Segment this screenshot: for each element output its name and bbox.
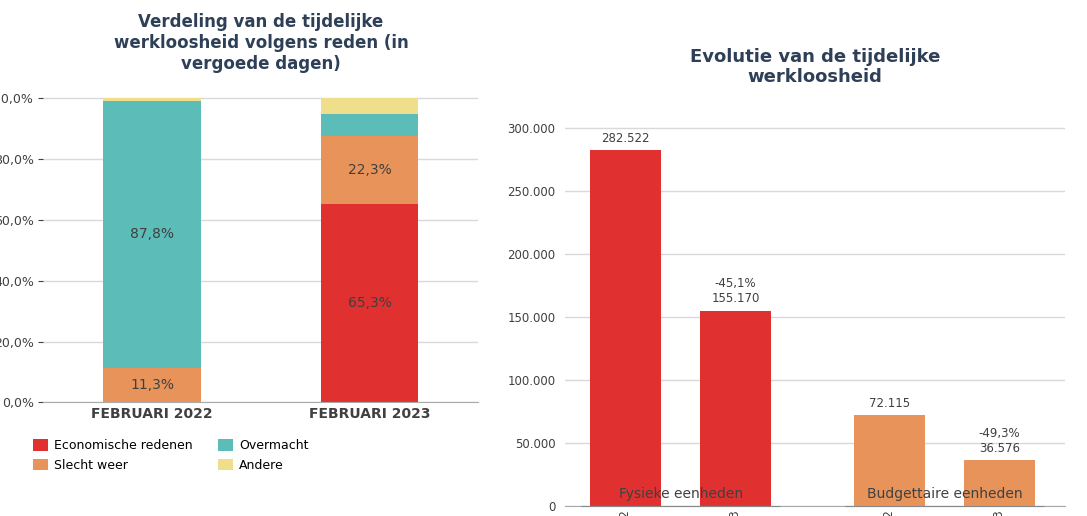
Bar xyxy=(321,114,418,136)
Title: Evolutie van de tijdelijke
werkloosheid: Evolutie van de tijdelijke werkloosheid xyxy=(690,47,940,86)
Text: 22,3%: 22,3% xyxy=(348,163,391,176)
Bar xyxy=(103,101,201,368)
Title: Verdeling van de tijdelijke
werkloosheid volgens reden (in
vergoede dagen): Verdeling van de tijdelijke werkloosheid… xyxy=(113,13,409,73)
Text: -45,1%
155.170: -45,1% 155.170 xyxy=(711,278,760,305)
Bar xyxy=(853,415,925,506)
Bar xyxy=(590,150,661,506)
Bar xyxy=(963,460,1035,506)
Text: Fysieke eenheden: Fysieke eenheden xyxy=(619,487,742,501)
Text: Budgettaire eenheden: Budgettaire eenheden xyxy=(866,487,1022,501)
Text: 11,3%: 11,3% xyxy=(130,378,174,392)
Text: 72.115: 72.115 xyxy=(869,397,910,410)
Bar xyxy=(321,203,418,402)
Text: 65,3%: 65,3% xyxy=(348,296,391,310)
Bar xyxy=(321,136,418,203)
Legend: Economische redenen, Slecht weer, Overmacht, Andere: Economische redenen, Slecht weer, Overma… xyxy=(28,434,314,477)
Bar xyxy=(103,368,201,402)
Text: 87,8%: 87,8% xyxy=(130,227,174,241)
Text: -49,3%
36.576: -49,3% 36.576 xyxy=(978,427,1020,455)
Bar xyxy=(103,98,201,101)
Text: 282.522: 282.522 xyxy=(601,132,650,146)
Bar xyxy=(321,98,418,114)
Bar xyxy=(700,311,772,506)
